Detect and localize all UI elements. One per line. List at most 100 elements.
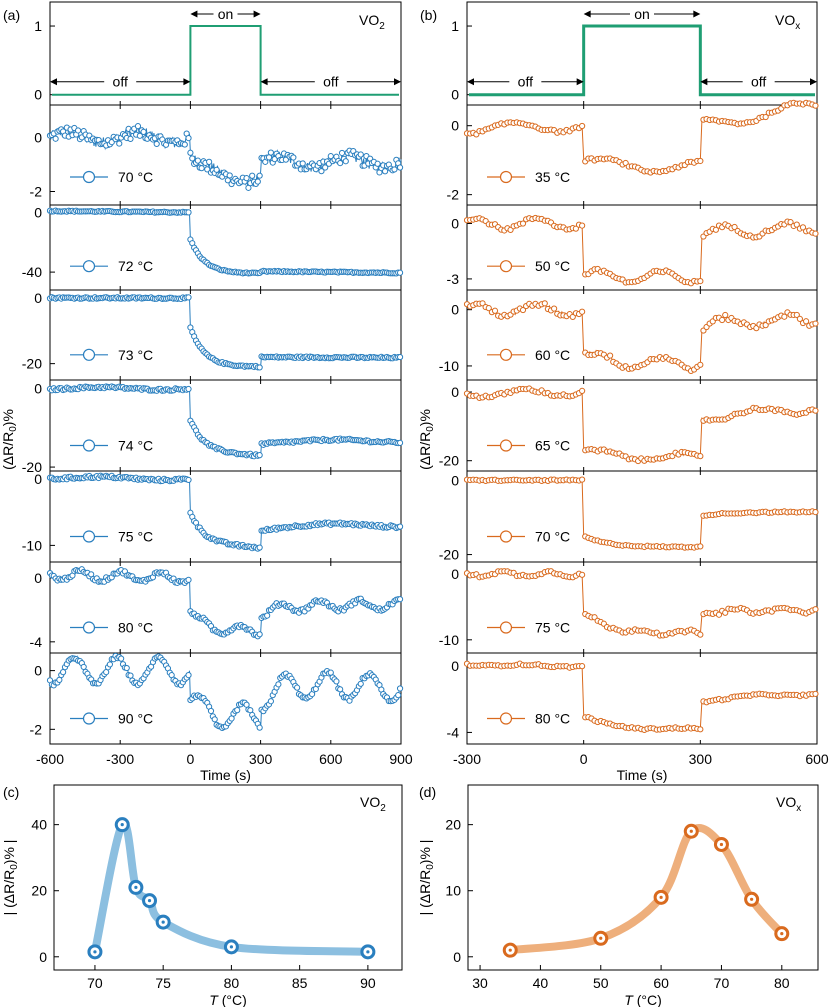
data-point <box>322 164 329 171</box>
data-point <box>812 690 819 697</box>
data-point <box>198 165 205 172</box>
data-point <box>519 306 527 314</box>
data-point-dot <box>719 842 724 847</box>
data-point <box>541 300 548 307</box>
y-tick-label: 0 <box>34 381 42 397</box>
data-point <box>185 576 192 583</box>
data-point <box>256 544 263 551</box>
y-tick-label: 10 <box>445 883 461 899</box>
plot-frame <box>49 379 402 472</box>
series-plot-50: 0 -3 50 °C <box>447 204 819 291</box>
legend-label: 90 °C <box>118 711 153 727</box>
series-markers <box>46 123 404 191</box>
y-tick-label: 0 <box>451 658 459 674</box>
data-point-dot <box>93 950 97 954</box>
arrow-head-right <box>693 10 701 18</box>
series-line <box>49 209 402 275</box>
data-point-dot <box>599 936 603 940</box>
data-point <box>796 315 803 322</box>
data-point <box>267 149 274 156</box>
y-tick-label: -20 <box>22 356 42 372</box>
panel-label: (b) <box>420 7 437 23</box>
x-tick-label: 70 <box>714 975 730 991</box>
data-point <box>812 407 819 414</box>
legend-label: 72 °C <box>118 258 153 274</box>
data-point <box>87 944 103 960</box>
data-point <box>396 164 404 171</box>
series-plot-65: 0 -20 65 °C <box>439 379 819 472</box>
x-tick-label: 900 <box>389 751 413 767</box>
data-point <box>774 926 790 942</box>
arrow-label-bg <box>742 72 775 91</box>
data-point <box>697 277 704 285</box>
data-point <box>572 225 579 232</box>
data-point <box>223 939 239 955</box>
data-point <box>744 891 760 907</box>
data-point <box>134 123 142 130</box>
data-point <box>722 311 729 319</box>
plot-frame <box>49 652 402 745</box>
data-point <box>697 631 704 638</box>
series-plot-75: 0 -10 75 °C <box>22 470 404 563</box>
data-point <box>254 178 261 185</box>
x-tick-label: 600 <box>319 751 343 767</box>
data-point <box>256 172 263 179</box>
data-point <box>338 149 346 157</box>
data-point <box>264 612 271 619</box>
y-axis-label: (ΔR/R0)% <box>0 409 19 470</box>
data-point <box>653 889 669 905</box>
y-tick-label: -2 <box>30 183 43 199</box>
x-tick-label: 50 <box>593 975 609 991</box>
data-point <box>74 127 82 134</box>
data-point <box>719 316 726 324</box>
data-point <box>342 158 349 165</box>
arrow-label-bg <box>314 72 347 91</box>
legend-marker <box>499 348 513 361</box>
data-point <box>290 154 297 161</box>
panel-c: (c) 0 20 40 70 75 80 85 90 VO2 T (°C) | (ΔR/R0)% | <box>1 784 403 1007</box>
data-point <box>153 140 160 148</box>
y-tick-label: -10 <box>439 358 459 374</box>
arrow-label-bg <box>630 5 654 24</box>
legend-label: 75 °C <box>535 620 570 636</box>
data-point-dot <box>750 897 754 901</box>
data-point <box>396 685 404 692</box>
y-tick-label: 1 <box>451 18 459 34</box>
y-tick-label: 0 <box>34 290 42 306</box>
y-tick-label: 0 <box>451 472 459 488</box>
y-tick-label: -2 <box>447 187 460 203</box>
series-markers <box>463 476 819 551</box>
legend-label: 60 °C <box>535 347 570 363</box>
plot-frame <box>49 204 402 291</box>
data-point <box>812 320 819 327</box>
y-tick-label: 20 <box>31 883 47 899</box>
data-point <box>579 308 586 315</box>
arrow-head-left <box>190 10 198 18</box>
series-plot-60: 0 -10 60 °C <box>439 289 819 381</box>
legend-label: 70 °C <box>535 529 570 545</box>
data-point <box>142 893 158 909</box>
gate-label: off <box>113 74 128 90</box>
y-tick-label: 20 <box>445 817 461 833</box>
data-point <box>211 716 218 723</box>
arrow-head-right <box>394 78 401 86</box>
data-point <box>256 724 263 731</box>
x-axis-label: Time (s) <box>200 767 251 783</box>
data-point <box>136 132 143 139</box>
x-tick-label: -300 <box>453 751 481 767</box>
data-point <box>116 140 123 147</box>
series-plot-70: 0 -2 70 °C <box>30 104 404 206</box>
data-point <box>697 543 704 550</box>
panel-b: (b) 0 1 on off off VOx 0 -2 35 °C 0 -3 50 °C 0 -10 60 °… <box>417 1 829 783</box>
data-point <box>396 439 404 446</box>
y-tick-label: -10 <box>22 537 42 553</box>
arrow-label-bg <box>509 72 542 91</box>
series-plot-80: 0 -4 80 °C <box>447 652 819 745</box>
data-point-dot <box>229 945 234 949</box>
legend-marker <box>499 170 513 184</box>
x-tick-label: 80 <box>774 975 790 991</box>
series-markers <box>463 300 819 375</box>
data-point <box>106 661 114 668</box>
series-plot-73: 0 -20 73 °C <box>22 289 404 381</box>
